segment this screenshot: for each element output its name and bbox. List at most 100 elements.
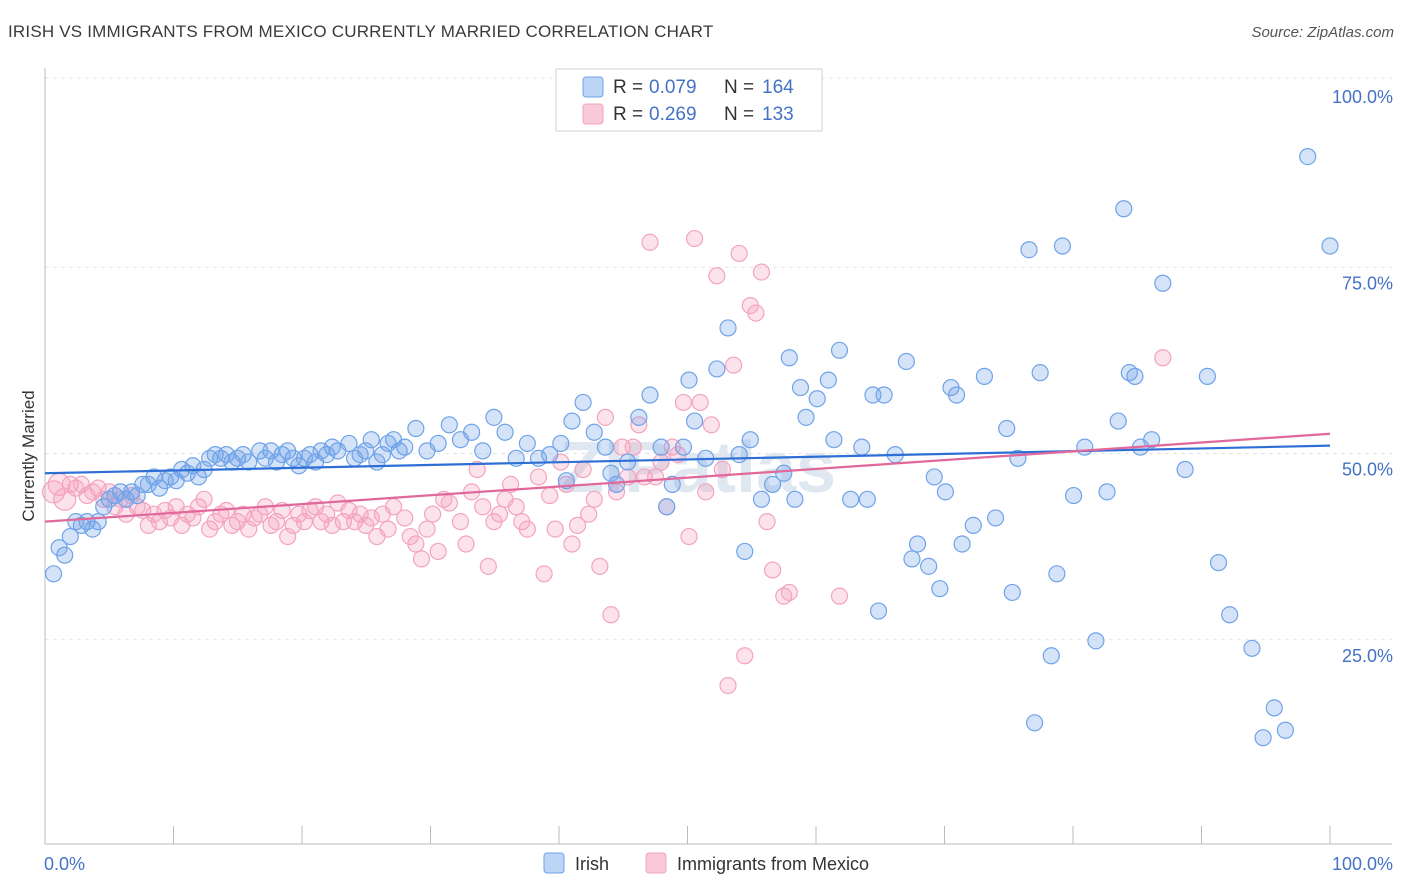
mexico-point: [591, 557, 609, 575]
irish-point: [925, 468, 943, 486]
irish-point: [830, 341, 849, 359]
irish-point: [680, 371, 698, 389]
axes: [44, 68, 1392, 845]
irish-point: [396, 438, 414, 456]
mexico-point: [574, 460, 592, 479]
irish-point: [953, 535, 971, 553]
legend-r-mexico: 0.269: [649, 104, 697, 125]
mexico-point: [752, 263, 771, 281]
mexico-point: [641, 233, 659, 251]
mexico-point: [730, 244, 748, 263]
mexico-point: [568, 516, 587, 534]
irish-point: [1198, 367, 1216, 385]
mexico-point: [195, 490, 213, 508]
irish-point: [853, 438, 871, 456]
irish-point: [1143, 431, 1161, 449]
irish-point: [1003, 583, 1021, 602]
irish-point: [897, 352, 915, 371]
irish-point: [1265, 699, 1283, 717]
mexico-point: [139, 516, 157, 534]
irish-point: [485, 408, 503, 426]
mexico-point: [468, 460, 486, 479]
irish-point: [56, 546, 74, 564]
irish-point: [1087, 632, 1105, 650]
irish-point: [240, 453, 258, 471]
legend-r-label-1: R =: [613, 77, 643, 98]
irish-point: [1176, 460, 1194, 479]
mexico-point: [758, 513, 776, 531]
irish-point: [518, 434, 536, 453]
y-tick-label: 75.0%: [1342, 273, 1393, 293]
mexico-point: [396, 509, 414, 527]
mexico-point: [702, 416, 720, 434]
irish-point: [128, 486, 146, 505]
mexico-point: [379, 520, 397, 538]
legend-n-mexico: 133: [762, 104, 794, 125]
mexico-point: [585, 490, 603, 508]
irish-point: [808, 390, 826, 408]
legend-r-irish: 0.079: [649, 77, 697, 98]
bottom-legend: Irish Immigrants from Mexico: [543, 852, 869, 874]
mexico-point: [596, 408, 614, 426]
irish-point: [474, 442, 492, 460]
irish-point: [440, 416, 458, 434]
irish-point: [663, 475, 681, 493]
irish-point: [858, 490, 876, 508]
legend-n-label-1: N =: [724, 77, 754, 98]
irish-point: [1209, 554, 1228, 572]
irish-point: [998, 419, 1016, 438]
mexico-point: [713, 460, 732, 479]
irish-point: [602, 464, 620, 482]
y-tick-label: 100.0%: [1332, 87, 1393, 107]
mexico-point: [1154, 349, 1172, 367]
irish-trend-line: [44, 444, 1331, 475]
mexico-point: [429, 542, 447, 561]
irish-point: [975, 367, 994, 385]
irish-point: [752, 490, 771, 508]
mexico-point: [502, 475, 520, 493]
irish-point: [607, 475, 626, 493]
irish-point: [429, 434, 447, 453]
irish-point: [674, 438, 693, 456]
mexico-point: [708, 267, 726, 285]
mexico-point: [240, 520, 258, 538]
mexico-point: [440, 494, 458, 512]
irish-point: [947, 386, 966, 404]
bottom-legend-swatch-irish: [543, 852, 565, 874]
mexico-point: [490, 505, 509, 523]
x-tick-label: 0.0%: [44, 854, 85, 874]
legend-box: R = 0.079 N = 164 R = 0.269 N = 133: [555, 68, 823, 132]
mexico-point: [474, 498, 492, 516]
irish-point: [362, 431, 380, 449]
irish-point: [708, 360, 726, 378]
y-tick-label: 50.0%: [1342, 460, 1393, 480]
irish-point: [641, 386, 659, 404]
mexico-point: [691, 393, 709, 412]
mexico-point: [624, 438, 642, 456]
irish-point: [1031, 364, 1049, 382]
mexico-point: [602, 606, 620, 624]
mexico-point: [507, 498, 525, 516]
irish-point: [875, 386, 893, 404]
mexico-point: [457, 535, 475, 553]
irish-point: [869, 602, 888, 620]
mexico-point: [697, 483, 715, 501]
mexico-point: [529, 468, 548, 486]
chart-source: Source: ZipAtlas.com: [1251, 24, 1394, 41]
irish-point: [986, 509, 1005, 527]
mexico-point: [580, 505, 598, 523]
mexico-point: [318, 505, 336, 523]
mexico-point: [451, 513, 470, 531]
irish-point: [764, 475, 782, 493]
mexico-point: [323, 516, 341, 534]
irish-point: [1126, 367, 1144, 385]
mexico-point: [279, 527, 297, 546]
irish-point: [797, 408, 815, 426]
mexico-point: [295, 513, 313, 531]
irish-point: [1243, 639, 1261, 657]
irish-point: [563, 412, 581, 430]
irish-point: [1299, 148, 1317, 166]
mexico-point: [89, 479, 107, 497]
irish-point: [145, 468, 163, 486]
